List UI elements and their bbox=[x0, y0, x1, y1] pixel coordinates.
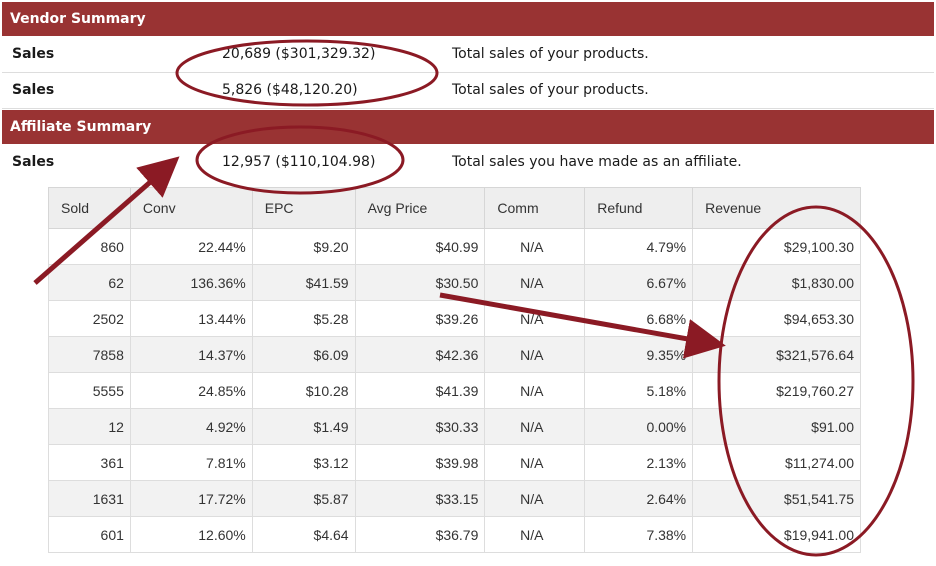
sales-label: Sales bbox=[12, 154, 55, 170]
cell-avg-price: $39.26 bbox=[354, 300, 486, 337]
cell-epc: $4.64 bbox=[251, 516, 356, 553]
cell-sold: 361 bbox=[48, 444, 131, 481]
cell-avg-price: $40.99 bbox=[354, 228, 486, 265]
cell-comm: N/A bbox=[484, 264, 586, 301]
cell-conv: 22.44% bbox=[129, 228, 253, 265]
sales-value: 5,826 ($48,120.20) bbox=[222, 82, 358, 98]
cell-revenue: $29,100.30 bbox=[692, 228, 861, 265]
cell-refund: 4.79% bbox=[584, 228, 694, 265]
cell-refund: 2.64% bbox=[584, 480, 694, 517]
cell-revenue: $219,760.27 bbox=[692, 372, 861, 409]
sales-label: Sales bbox=[12, 46, 55, 62]
table-row: 5555 24.85% $10.28 $41.39 N/A 5.18% $219,760.2… bbox=[48, 372, 861, 409]
column-header-conv[interactable]: Conv bbox=[129, 187, 253, 229]
cell-sold: 1631 bbox=[48, 480, 131, 517]
cell-epc: $9.20 bbox=[251, 228, 356, 265]
table-header-row: Sold Conv EPC Avg Price Comm Refund Reve… bbox=[48, 187, 861, 229]
cell-conv: 12.60% bbox=[129, 516, 253, 553]
affiliate-stats-table: Sold Conv EPC Avg Price Comm Refund Reve… bbox=[48, 187, 861, 553]
column-header-epc[interactable]: EPC bbox=[251, 187, 356, 229]
cell-conv: 13.44% bbox=[129, 300, 253, 337]
cell-epc: $6.09 bbox=[251, 336, 356, 373]
table-row: 2502 13.44% $5.28 $39.26 N/A 6.68% $94,653.30 bbox=[48, 300, 861, 337]
cell-conv: 17.72% bbox=[129, 480, 253, 517]
cell-epc: $41.59 bbox=[251, 264, 356, 301]
cell-comm: N/A bbox=[484, 480, 586, 517]
cell-avg-price: $36.79 bbox=[354, 516, 486, 553]
cell-avg-price: $33.15 bbox=[354, 480, 486, 517]
cell-epc: $5.28 bbox=[251, 300, 356, 337]
cell-avg-price: $42.36 bbox=[354, 336, 486, 373]
sales-value: 20,689 ($301,329.32) bbox=[222, 46, 376, 62]
cell-sold: 5555 bbox=[48, 372, 131, 409]
sales-description: Total sales you have made as an affiliat… bbox=[452, 154, 742, 170]
table-row: 7858 14.37% $6.09 $42.36 N/A 9.35% $321,576.64 bbox=[48, 336, 861, 373]
cell-comm: N/A bbox=[484, 408, 586, 445]
affiliate-sales-row: Sales 12,957 ($110,104.98) Total sales y… bbox=[2, 145, 934, 181]
cell-sold: 12 bbox=[48, 408, 131, 445]
vendor-summary-title: Vendor Summary bbox=[10, 11, 146, 27]
sales-value: 12,957 ($110,104.98) bbox=[222, 154, 376, 170]
cell-comm: N/A bbox=[484, 300, 586, 337]
cell-conv: 24.85% bbox=[129, 372, 253, 409]
cell-refund: 6.68% bbox=[584, 300, 694, 337]
column-header-revenue[interactable]: Revenue bbox=[692, 187, 861, 229]
cell-revenue: $51,541.75 bbox=[692, 480, 861, 517]
vendor-sales-row-1: Sales 20,689 ($301,329.32) Total sales o… bbox=[2, 37, 934, 73]
affiliate-summary-title: Affiliate Summary bbox=[10, 119, 152, 135]
cell-comm: N/A bbox=[484, 336, 586, 373]
cell-refund: 2.13% bbox=[584, 444, 694, 481]
table-row: 1631 17.72% $5.87 $33.15 N/A 2.64% $51,541.75 bbox=[48, 480, 861, 517]
vendor-sales-row-2: Sales 5,826 ($48,120.20) Total sales of … bbox=[2, 73, 934, 109]
cell-sold: 601 bbox=[48, 516, 131, 553]
cell-conv: 136.36% bbox=[129, 264, 253, 301]
cell-avg-price: $41.39 bbox=[354, 372, 486, 409]
cell-sold: 7858 bbox=[48, 336, 131, 373]
cell-conv: 14.37% bbox=[129, 336, 253, 373]
cell-revenue: $321,576.64 bbox=[692, 336, 861, 373]
table-row: 361 7.81% $3.12 $39.98 N/A 2.13% $11,274.00 bbox=[48, 444, 861, 481]
cell-epc: $1.49 bbox=[251, 408, 356, 445]
cell-conv: 7.81% bbox=[129, 444, 253, 481]
table-row: 12 4.92% $1.49 $30.33 N/A 0.00% $91.00 bbox=[48, 408, 861, 445]
column-header-comm[interactable]: Comm bbox=[484, 187, 586, 229]
cell-comm: N/A bbox=[484, 444, 586, 481]
table-body: 860 22.44% $9.20 $40.99 N/A 4.79% $29,100.30 62… bbox=[48, 228, 861, 553]
cell-comm: N/A bbox=[484, 372, 586, 409]
table-row: 62 136.36% $41.59 $30.50 N/A 6.67% $1,830.00 bbox=[48, 264, 861, 301]
table-row: 860 22.44% $9.20 $40.99 N/A 4.79% $29,100.30 bbox=[48, 228, 861, 265]
vendor-summary-header: Vendor Summary bbox=[2, 2, 934, 36]
cell-sold: 860 bbox=[48, 228, 131, 265]
cell-avg-price: $30.50 bbox=[354, 264, 486, 301]
cell-refund: 6.67% bbox=[584, 264, 694, 301]
cell-refund: 7.38% bbox=[584, 516, 694, 553]
sales-label: Sales bbox=[12, 82, 55, 98]
cell-revenue: $94,653.30 bbox=[692, 300, 861, 337]
cell-revenue: $91.00 bbox=[692, 408, 861, 445]
cell-comm: N/A bbox=[484, 228, 586, 265]
column-header-sold[interactable]: Sold bbox=[48, 187, 131, 229]
column-header-refund[interactable]: Refund bbox=[584, 187, 694, 229]
cell-revenue: $1,830.00 bbox=[692, 264, 861, 301]
affiliate-summary-header: Affiliate Summary bbox=[2, 110, 934, 144]
cell-refund: 9.35% bbox=[584, 336, 694, 373]
cell-epc: $5.87 bbox=[251, 480, 356, 517]
cell-sold: 62 bbox=[48, 264, 131, 301]
column-header-avg-price[interactable]: Avg Price bbox=[354, 187, 486, 229]
cell-epc: $10.28 bbox=[251, 372, 356, 409]
cell-revenue: $19,941.00 bbox=[692, 516, 861, 553]
table-row: 601 12.60% $4.64 $36.79 N/A 7.38% $19,941.00 bbox=[48, 516, 861, 553]
cell-epc: $3.12 bbox=[251, 444, 356, 481]
cell-sold: 2502 bbox=[48, 300, 131, 337]
cell-conv: 4.92% bbox=[129, 408, 253, 445]
cell-avg-price: $39.98 bbox=[354, 444, 486, 481]
cell-refund: 0.00% bbox=[584, 408, 694, 445]
cell-avg-price: $30.33 bbox=[354, 408, 486, 445]
cell-comm: N/A bbox=[484, 516, 586, 553]
cell-refund: 5.18% bbox=[584, 372, 694, 409]
cell-revenue: $11,274.00 bbox=[692, 444, 861, 481]
sales-description: Total sales of your products. bbox=[452, 46, 649, 62]
sales-description: Total sales of your products. bbox=[452, 82, 649, 98]
